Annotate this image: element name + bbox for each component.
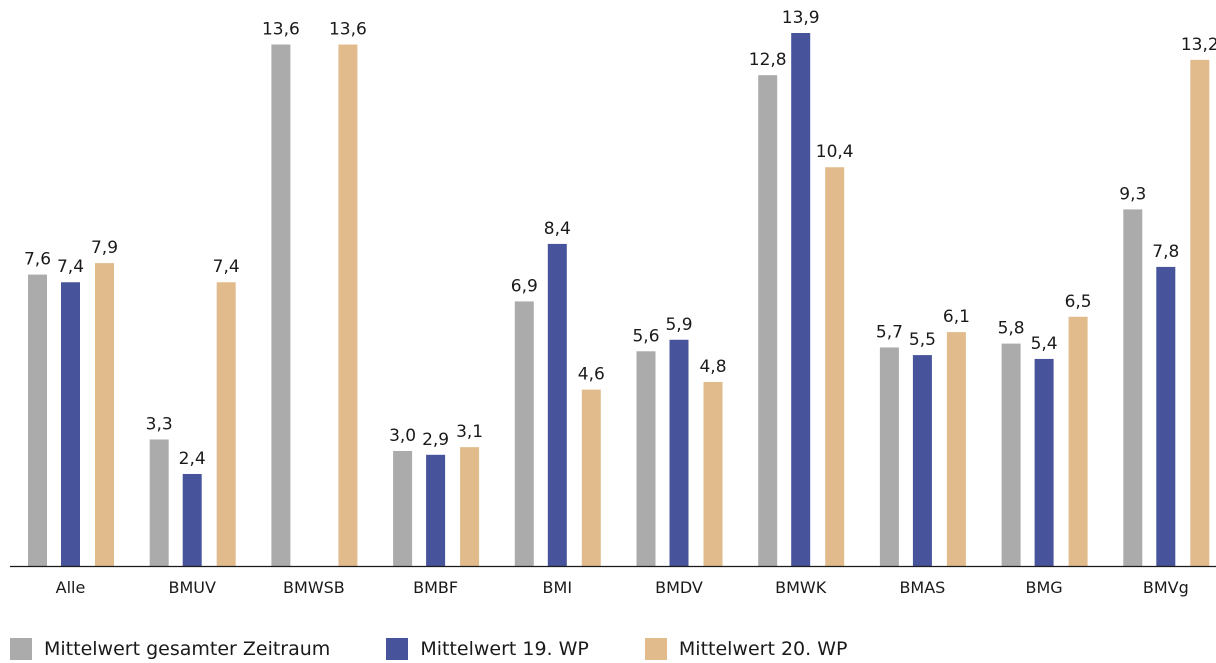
legend-item-total: Mittelwert gesamter Zeitraum <box>10 638 330 660</box>
bar-bmdv-s2 <box>703 381 723 566</box>
bar-bmuv-s1 <box>182 473 202 566</box>
value-label-bmvg-s0: 9,3 <box>1119 184 1146 204</box>
bar-bmwsb-s0 <box>271 44 291 566</box>
legend-label-19wp: Mittelwert 19. WP <box>420 638 589 660</box>
legend: Mittelwert gesamter Zeitraum Mittelwert … <box>10 638 903 660</box>
value-label-bmwk-s0: 12,8 <box>749 50 787 70</box>
value-label-alle-s0: 7,6 <box>24 250 51 270</box>
value-label-bmg-s2: 6,5 <box>1065 292 1092 312</box>
value-label-bmas-s2: 6,1 <box>943 307 970 327</box>
bar-bmwk-s0 <box>758 75 778 566</box>
bar-bmdv-s0 <box>636 351 656 566</box>
legend-swatch-19wp <box>386 638 409 660</box>
bar-bmwk-s2 <box>825 167 845 566</box>
category-label-bmi: BMI <box>543 578 573 597</box>
bar-bmwk-s1 <box>791 33 811 566</box>
bar-alle-s2 <box>95 263 114 566</box>
value-label-alle-s2: 7,9 <box>91 238 118 258</box>
legend-swatch-20wp <box>644 638 667 660</box>
legend-item-19wp: Mittelwert 19. WP <box>386 638 589 660</box>
legend-label-total: Mittelwert gesamter Zeitraum <box>44 638 331 660</box>
value-label-bmg-s0: 5,8 <box>998 319 1025 339</box>
category-label-alle: Alle <box>56 578 86 597</box>
value-label-bmg-s1: 5,4 <box>1031 334 1058 354</box>
bar-bmas-s0 <box>879 347 899 566</box>
bar-bmvg-s0 <box>1123 209 1143 566</box>
value-label-bmbf-s1: 2,9 <box>422 430 449 450</box>
category-label-bmvg: BMVg <box>1143 578 1189 597</box>
category-label-bmwsb: BMWSB <box>283 578 345 597</box>
value-label-bmuv-s0: 3,3 <box>146 414 173 434</box>
legend-item-20wp: Mittelwert 20. WP <box>644 638 848 660</box>
category-label-bmas: BMAS <box>899 578 945 597</box>
bar-bmdv-s1 <box>669 339 689 566</box>
category-label-bmbf: BMBF <box>413 578 458 597</box>
value-label-bmuv-s2: 7,4 <box>213 257 240 277</box>
value-label-bmdv-s2: 4,8 <box>699 357 726 377</box>
value-label-bmbf-s2: 3,1 <box>456 422 483 442</box>
bar-bmas-s1 <box>912 355 932 566</box>
value-label-alle-s1: 7,4 <box>57 257 84 277</box>
value-label-bmwk-s2: 10,4 <box>816 142 854 162</box>
bar-bmas-s2 <box>946 332 966 566</box>
category-label-bmg: BMG <box>1026 578 1063 597</box>
bar-bmbf-s1 <box>426 454 446 566</box>
bar-bmg-s0 <box>1001 343 1021 566</box>
bar-bmwsb-s2 <box>338 44 358 566</box>
category-label-bmuv: BMUV <box>168 578 215 597</box>
bar-bmuv-s2 <box>216 282 236 566</box>
value-label-bmvg-s2: 13,2 <box>1181 35 1216 55</box>
bar-bmbf-s2 <box>460 447 480 566</box>
bar-bmi-s2 <box>581 389 601 566</box>
value-label-bmwsb-s2: 13,6 <box>329 20 367 40</box>
value-label-bmas-s0: 5,7 <box>876 322 903 342</box>
value-label-bmvg-s1: 7,8 <box>1152 242 1179 262</box>
bar-alle-s0 <box>28 274 47 566</box>
legend-swatch-total <box>10 638 32 660</box>
category-label-bmdv: BMDV <box>655 578 703 597</box>
value-label-bmi-s1: 8,4 <box>544 219 571 239</box>
value-label-bmwsb-s0: 13,6 <box>262 20 300 40</box>
value-label-bmi-s0: 6,9 <box>511 276 538 296</box>
value-label-bmbf-s0: 3,0 <box>389 426 416 446</box>
bar-bmbf-s0 <box>393 450 413 566</box>
bar-bmuv-s0 <box>149 439 169 566</box>
value-label-bmdv-s0: 5,6 <box>632 326 659 346</box>
bar-bmvg-s2 <box>1190 59 1210 567</box>
bar-bmg-s2 <box>1068 316 1088 566</box>
bar-bmi-s0 <box>514 301 534 566</box>
value-label-bmwk-s1: 13,9 <box>782 8 820 28</box>
bar-bmg-s1 <box>1034 358 1054 566</box>
value-label-bmdv-s1: 5,9 <box>665 315 692 335</box>
category-label-bmwk: BMWK <box>775 578 827 597</box>
bar-bmvg-s1 <box>1156 266 1176 566</box>
bar-alle-s1 <box>61 282 80 566</box>
value-label-bmi-s2: 4,6 <box>578 365 605 385</box>
legend-label-20wp: Mittelwert 20. WP <box>678 638 848 660</box>
bar-bmi-s1 <box>547 243 567 566</box>
value-label-bmas-s1: 5,5 <box>909 330 936 350</box>
value-label-bmuv-s1: 2,4 <box>179 449 206 469</box>
